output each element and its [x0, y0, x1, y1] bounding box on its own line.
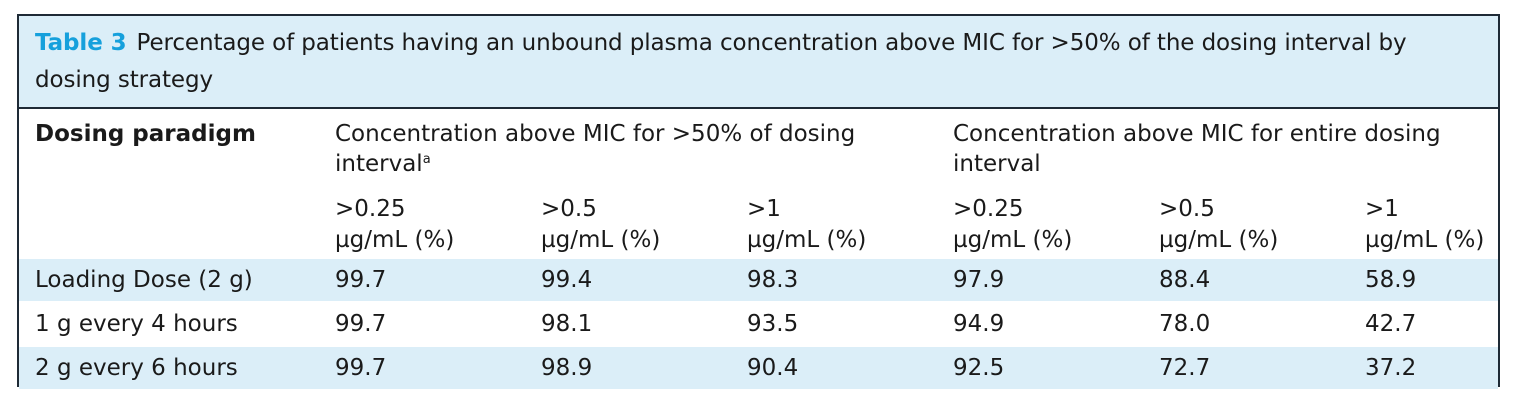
- table-caption: Table 3 Percentage of patients having an …: [19, 16, 1498, 109]
- footnote-marker: a: [422, 152, 431, 167]
- subheader-unit: µg/mL (%): [1159, 227, 1279, 253]
- header-dosing-paradigm: Dosing paradigm: [35, 121, 256, 147]
- table-cell: 99.7: [335, 267, 387, 293]
- table-row: 1 g every 4 hours 99.7 98.1 93.5 94.9 78…: [19, 303, 1498, 345]
- header-group-partial-interval-label: Concentration above MIC for >50% of dosi…: [335, 121, 856, 177]
- table-cell: 92.5: [953, 355, 1005, 381]
- row-paradigm: 1 g every 4 hours: [35, 311, 238, 337]
- table-cell: 97.9: [953, 267, 1005, 293]
- subheader-threshold: >1: [1365, 196, 1399, 222]
- row-paradigm: Loading Dose (2 g): [35, 267, 253, 293]
- subheader-cell: >0.5 µg/mL (%): [1159, 194, 1278, 256]
- subheader-cell: >0.25 µg/mL (%): [953, 194, 1072, 256]
- header-group-entire-interval: Concentration above MIC for entire dosin…: [953, 121, 1441, 177]
- subheader-unit: µg/mL (%): [747, 227, 867, 253]
- subheader-threshold: >0.25: [335, 196, 406, 222]
- table-cell: 99.7: [335, 355, 387, 381]
- table-cell: 98.1: [541, 311, 593, 337]
- table-cell: 93.5: [747, 311, 799, 337]
- subheader-cell: >1 µg/mL (%): [1365, 194, 1484, 256]
- subheader-unit: µg/mL (%): [335, 227, 455, 253]
- table-cell: 94.9: [953, 311, 1005, 337]
- table-cell: 42.7: [1365, 311, 1417, 337]
- subheader-unit: µg/mL (%): [1365, 227, 1485, 253]
- table-cell: 99.7: [335, 311, 387, 337]
- table-cell: 98.3: [747, 267, 799, 293]
- subheader-cell: >0.25 µg/mL (%): [335, 194, 454, 256]
- subheader-cell: >1 µg/mL (%): [747, 194, 866, 256]
- caption-text: Percentage of patients having an unbound…: [35, 30, 1407, 93]
- table-cell: 37.2: [1365, 355, 1417, 381]
- table-cell: 90.4: [747, 355, 799, 381]
- header-group-partial-interval: Concentration above MIC for >50% of dosi…: [335, 119, 895, 179]
- table-cell: 88.4: [1159, 267, 1211, 293]
- table-cell: 78.0: [1159, 311, 1211, 337]
- table-label: Table 3: [35, 30, 127, 56]
- table-cell: 99.4: [541, 267, 593, 293]
- table-row: 2 g every 6 hours 99.7 98.9 90.4 92.5 72…: [19, 347, 1498, 389]
- table-cell: 72.7: [1159, 355, 1211, 381]
- table-row: Loading Dose (2 g) 99.7 99.4 98.3 97.9 8…: [19, 259, 1498, 301]
- subheader-threshold: >0.5: [541, 196, 597, 222]
- subheader-cell: >0.5 µg/mL (%): [541, 194, 660, 256]
- subheader-unit: µg/mL (%): [541, 227, 661, 253]
- data-table: Table 3 Percentage of patients having an …: [17, 14, 1500, 389]
- subheader-unit: µg/mL (%): [953, 227, 1073, 253]
- subheader-threshold: >0.25: [953, 196, 1024, 222]
- subheader-threshold: >0.5: [1159, 196, 1215, 222]
- table-cell: 98.9: [541, 355, 593, 381]
- subheader-threshold: >1: [747, 196, 781, 222]
- table-cell: 58.9: [1365, 267, 1417, 293]
- row-paradigm: 2 g every 6 hours: [35, 355, 238, 381]
